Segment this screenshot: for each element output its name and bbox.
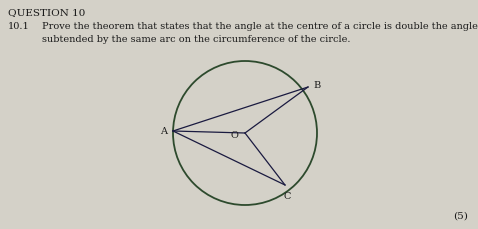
Text: C: C: [283, 192, 291, 201]
Text: QUESTION 10: QUESTION 10: [8, 8, 86, 17]
Text: 10.1: 10.1: [8, 22, 30, 31]
Text: O: O: [231, 131, 239, 139]
Text: A: A: [160, 126, 167, 136]
Text: Prove the theorem that states that the angle at the centre of a circle is double: Prove the theorem that states that the a…: [42, 22, 478, 31]
Text: B: B: [313, 81, 320, 90]
Text: (5): (5): [453, 212, 468, 221]
Text: subtended by the same arc on the circumference of the circle.: subtended by the same arc on the circumf…: [42, 35, 350, 44]
